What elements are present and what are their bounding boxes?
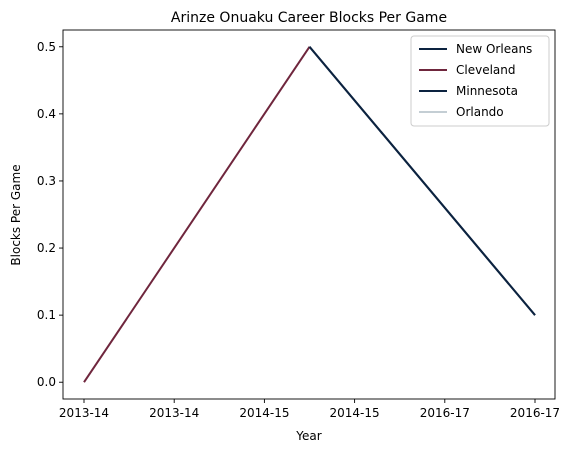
legend-entry: Cleveland [456, 63, 516, 77]
x-tick-label: 2013-14 [59, 406, 109, 420]
legend-entry: New Orleans [456, 42, 532, 56]
x-axis-label: Year [295, 429, 321, 443]
y-tick-label: 0.1 [37, 308, 56, 322]
legend-entry: Minnesota [456, 84, 518, 98]
legend-entry: Orlando [456, 105, 504, 119]
y-axis-label: Blocks Per Game [9, 164, 23, 265]
plot-area: 2013-14 2013-14 2014-15 2014-15 2016-17 2016-… [37, 29, 560, 420]
x-tick-label: 2016-17 [510, 406, 560, 420]
y-tick-label: 0.0 [37, 375, 56, 389]
series-line-minnesota [308, 46, 536, 316]
x-tick-label: 2014-15 [239, 406, 289, 420]
chart-title: Arinze Onuaku Career Blocks Per Game [171, 10, 447, 26]
x-tick-label: 2016-17 [420, 406, 470, 420]
plot-frame [62, 29, 556, 400]
x-tick-label: 2013-14 [149, 406, 199, 420]
series-line-cleveland [83, 46, 311, 383]
y-tick-label: 0.4 [37, 107, 56, 121]
y-tick-label: 0.5 [37, 40, 56, 54]
x-tick-label: 2014-15 [330, 406, 380, 420]
y-tick-label: 0.2 [37, 241, 56, 255]
legend-box [410, 35, 550, 127]
legend: New Orleans Cleveland Minnesota Orlando [410, 35, 550, 127]
y-tick-label: 0.3 [37, 174, 56, 188]
